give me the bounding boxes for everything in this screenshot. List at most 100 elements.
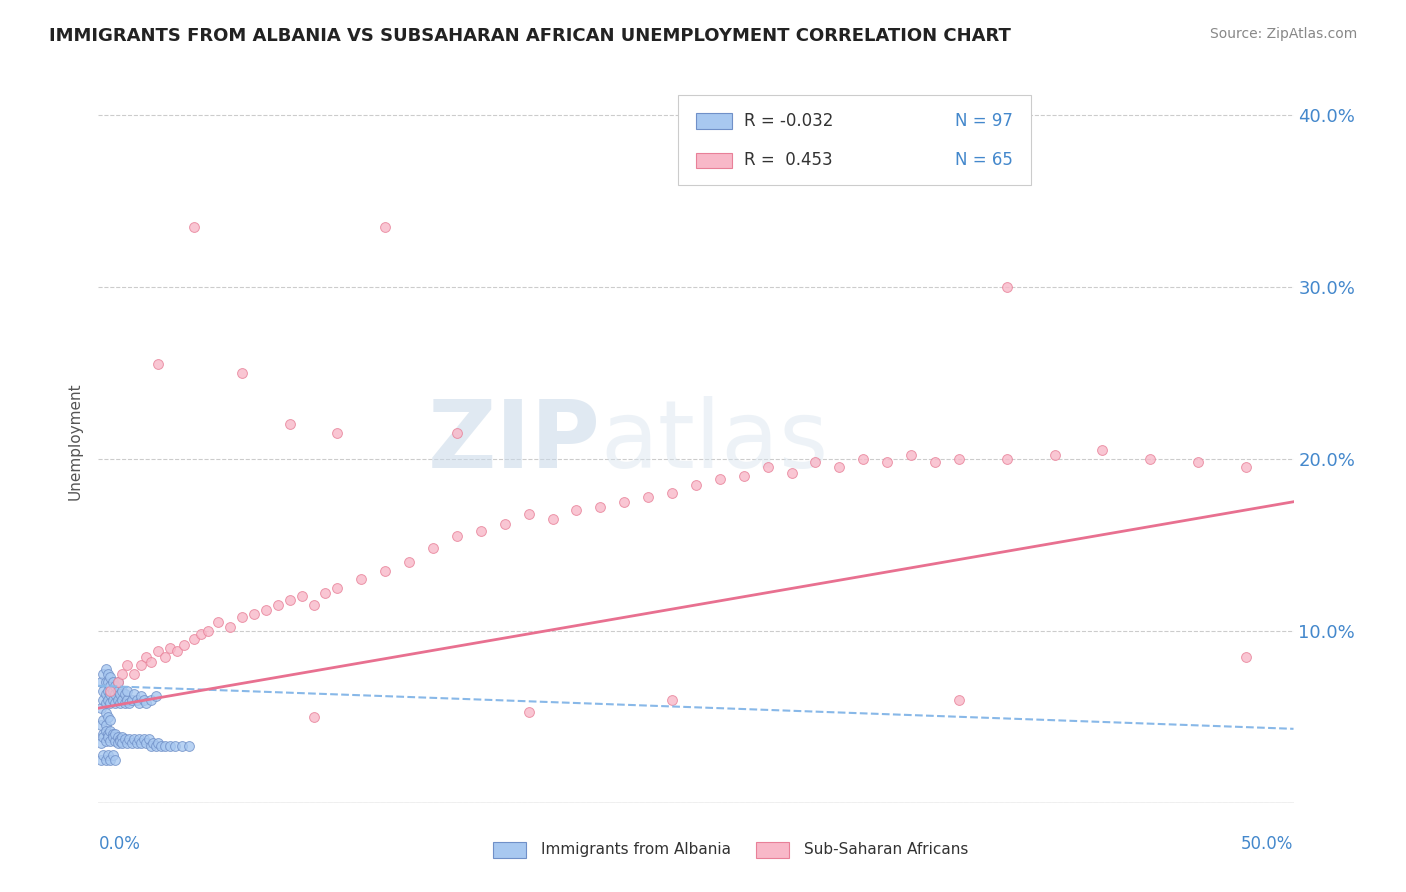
Point (90, 701, 112, 715)
Point (637, 490, 659, 504)
Point (948, 692, 970, 706)
Point (108, 734, 131, 748)
Point (159, 739, 181, 753)
Point (149, 739, 172, 753)
Point (101, 692, 124, 706)
Point (145, 739, 167, 753)
Point (90, 735, 112, 749)
Point (852, 451, 875, 466)
Point (98, 753, 122, 767)
Point (267, 598, 290, 612)
Point (91, 692, 114, 706)
Point (135, 649, 157, 664)
Point (94, 723, 117, 738)
Point (374, 219, 396, 234)
Point (326, 581, 349, 595)
Point (90, 753, 112, 767)
Point (291, 590, 314, 604)
Point (107, 735, 129, 749)
Point (207, 615, 229, 630)
Point (517, 705, 540, 719)
Point (98, 713, 122, 727)
Bar (494, 842, 526, 858)
Point (138, 732, 160, 747)
Point (155, 739, 177, 753)
Point (125, 692, 148, 706)
Point (315, 586, 337, 600)
Point (111, 666, 134, 681)
Point (541, 512, 564, 526)
Point (995, 279, 1018, 293)
Point (101, 731, 124, 745)
Point (111, 692, 134, 706)
Point (661, 692, 683, 706)
Text: ZIP: ZIP (427, 395, 600, 488)
Point (1234, 460, 1257, 475)
Point (118, 732, 141, 747)
Point (111, 735, 134, 749)
Y-axis label: Unemployment: Unemployment (67, 383, 83, 500)
Point (98, 734, 122, 748)
Text: N = 97: N = 97 (955, 112, 1012, 129)
Point (101, 747, 124, 762)
Point (97, 747, 120, 762)
Point (219, 620, 242, 634)
Point (565, 503, 588, 517)
Point (1139, 451, 1161, 466)
Point (900, 448, 922, 462)
Point (94, 687, 117, 701)
Point (179, 739, 201, 753)
Point (91, 747, 114, 762)
Point (125, 735, 148, 749)
Point (124, 732, 146, 747)
Point (94, 662, 117, 676)
Point (111, 684, 134, 698)
Point (108, 687, 131, 701)
Point (101, 727, 124, 741)
Point (94, 675, 117, 690)
Point (97, 692, 120, 706)
Point (148, 644, 170, 658)
Point (804, 455, 827, 469)
Point (135, 696, 157, 710)
Point (756, 460, 779, 475)
Point (302, 598, 325, 612)
Point (91, 731, 114, 745)
Point (446, 529, 468, 543)
Point (98, 687, 122, 701)
Point (124, 666, 146, 681)
Point (107, 675, 129, 690)
Point (470, 524, 492, 538)
Point (1234, 649, 1257, 664)
Point (107, 731, 129, 745)
Point (517, 507, 540, 521)
Point (132, 732, 155, 747)
Point (183, 219, 205, 234)
Point (115, 735, 138, 749)
Point (131, 658, 153, 673)
Text: Sub-Saharan Africans: Sub-Saharan Africans (804, 842, 967, 857)
Point (685, 477, 707, 491)
Point (97, 666, 120, 681)
Point (1187, 455, 1209, 469)
Point (128, 696, 150, 710)
Point (131, 735, 153, 749)
Point (398, 555, 420, 569)
Text: R =  0.453: R = 0.453 (744, 152, 832, 169)
Text: N = 65: N = 65 (955, 152, 1012, 169)
Point (91, 713, 114, 727)
Point (118, 696, 141, 710)
Point (90, 718, 112, 732)
Point (94, 718, 117, 732)
Point (101, 675, 124, 690)
Point (111, 731, 134, 745)
Point (924, 455, 946, 469)
Point (254, 603, 277, 617)
Point (114, 732, 136, 747)
Point (108, 732, 131, 747)
Point (828, 460, 851, 475)
Point (107, 692, 129, 706)
Point (94, 706, 117, 721)
Point (104, 679, 127, 693)
Point (1091, 443, 1114, 458)
